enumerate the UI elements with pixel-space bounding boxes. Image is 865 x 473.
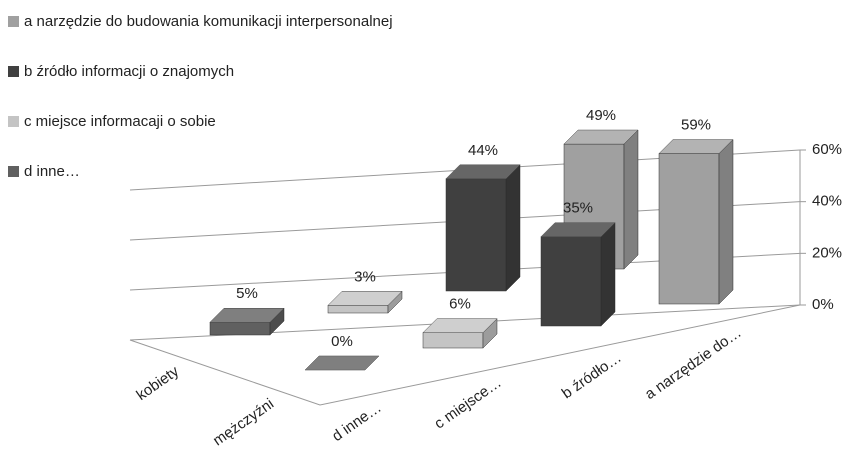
bar-side-shade [719, 139, 733, 304]
bar-top-shade [446, 164, 520, 179]
y-tick-label: 20% [812, 244, 842, 261]
y-tick-label: 0% [812, 296, 834, 313]
bar-top-shade [659, 139, 733, 154]
data-label: 49% [586, 107, 616, 124]
data-label: 6% [449, 296, 471, 313]
bar-top [304, 355, 380, 371]
bar-side-shade [270, 308, 284, 335]
bar-side-shade [624, 130, 638, 269]
bar-top-shade [305, 356, 379, 370]
bar-top-shade [328, 291, 402, 306]
bar [540, 222, 616, 327]
bar [327, 290, 403, 314]
y-tick-label: 40% [812, 193, 842, 210]
bar-side-shade [483, 318, 497, 348]
series-axis-label: b źródło… [559, 349, 625, 402]
bar-side-shade [601, 222, 615, 326]
data-label: 0% [331, 333, 353, 350]
series-axis-label: c miejsce… [431, 374, 504, 432]
bar-top-shade [423, 318, 497, 333]
series-axis-label: a narzędzie do… [642, 324, 745, 403]
legend-label: c miejsce informacaji o sobie [24, 113, 216, 130]
bar-side-shade [388, 291, 402, 313]
bar-top [540, 222, 616, 237]
legend-label: b źródło informacji o znajomych [24, 63, 234, 80]
bar-front [540, 236, 602, 327]
bar [209, 307, 285, 336]
bar-top-shade [210, 308, 284, 323]
legend-swatch [8, 116, 19, 127]
legend-swatch [8, 166, 19, 177]
bar-front [445, 178, 507, 292]
bar [304, 355, 380, 371]
bar [445, 164, 521, 292]
legend-swatch [8, 16, 19, 27]
bar-top [209, 308, 285, 323]
x-tick-label: kobiety [133, 363, 182, 404]
bar-top-shade [541, 222, 615, 237]
data-label: 59% [681, 117, 711, 134]
bar-top [327, 291, 403, 306]
bar-front [209, 322, 271, 336]
bar [422, 318, 498, 349]
bar [658, 138, 734, 305]
floor-edge [129, 304, 801, 406]
bar-front [658, 153, 720, 305]
bar-top [563, 129, 639, 145]
data-label: 5% [236, 285, 258, 302]
bar-front [422, 332, 484, 349]
bar-top [445, 164, 521, 180]
legend-label: d inne… [24, 163, 80, 180]
legend-label: a narzędzie do budowania komunikacji int… [24, 13, 393, 30]
data-label: 35% [563, 200, 593, 217]
bar-top [422, 318, 498, 333]
data-label: 3% [354, 268, 376, 285]
legend-swatch [8, 66, 19, 77]
y-tick-label: 60% [812, 141, 842, 158]
x-tick-label: mężczyźni [210, 395, 277, 449]
bar-side-shade [506, 164, 520, 291]
bar-front [327, 305, 389, 314]
bar-top-shade [564, 130, 638, 145]
series-axis-label: d inne… [329, 399, 385, 445]
data-label: 44% [468, 142, 498, 159]
bar-top [658, 139, 734, 154]
